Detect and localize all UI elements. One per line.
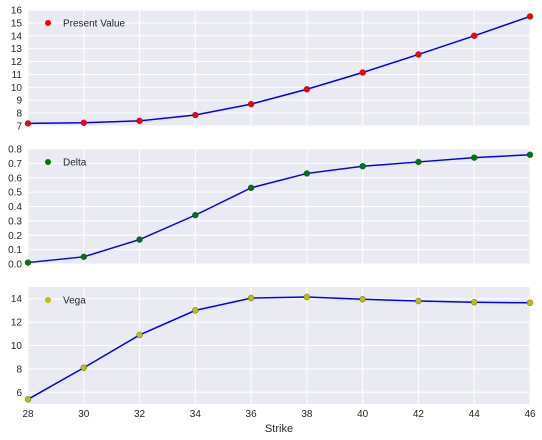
data-point [247,294,255,302]
x-tick-label: 36 [246,409,258,420]
y-tick-label: 16 [11,6,23,17]
data-point [471,299,478,306]
data-point [24,259,32,266]
data-point [303,86,311,93]
y-tick-label: 13 [11,44,23,55]
data-point [80,119,87,126]
data-point [136,331,143,339]
y-tick-label: 0.1 [8,245,22,256]
y-tick-label: 15 [11,18,23,29]
y-tick-label: 0.6 [8,173,22,184]
x-tick-label: 34 [190,409,202,420]
data-point [247,100,255,108]
data-point [415,51,422,58]
y-tick-label: 7 [16,122,22,133]
series-line [27,15,531,125]
legend-marker [45,159,51,165]
y-tick-label: 14 [11,294,23,305]
y-tick-label: 0.3 [8,216,22,227]
x-tick-label: 30 [78,409,90,420]
data-point [526,299,534,306]
y-tick-label: 10 [11,341,23,352]
data-point [24,120,32,127]
chart-panel-2: 0.8 0.7 0.6 0.5 0.4 0.3 0.2 0.1 0.0 Delta [8,145,534,271]
y-tick-label: 6 [16,388,22,399]
data-point [303,293,311,301]
data-point [24,396,32,403]
y-tick-label: 9 [16,96,22,107]
data-point [136,117,143,124]
y-tick-label: 12 [11,57,23,68]
data-point [359,163,366,170]
chart-panel-3: 14 12 10 8 6 Vega 28 30 32 34 36 38 40 42 44 46 Strike [11,287,536,435]
data-point [415,158,422,166]
data-point [303,170,311,177]
plot-area [28,10,530,126]
data-point [80,253,87,260]
y-tick-label: 0.2 [8,231,22,242]
x-axis-label: Strike [265,423,293,435]
y-tick-label: 0.0 [8,260,22,271]
x-tick-label: 32 [134,409,146,420]
y-tick-label: 0.7 [8,159,22,170]
y-tick-label: 8 [16,109,22,120]
y-tick-label: 8 [16,364,22,375]
data-point [136,236,143,243]
data-point [526,13,534,20]
data-point [471,154,478,161]
y-tick-label: 0.5 [8,188,22,199]
x-tick-label: 28 [22,409,34,420]
data-point [359,69,366,76]
series-line [27,296,531,400]
x-tick-label: 40 [357,409,369,420]
x-tick-label: 44 [469,409,481,420]
data-point [471,32,478,39]
x-tick-label: 46 [524,409,536,420]
data-point [192,111,199,119]
data-point [80,364,87,371]
x-tick-label: 42 [413,409,425,420]
y-tick-label: 11 [12,70,23,81]
y-tick-label: 0.8 [8,145,22,156]
data-point [192,307,199,314]
legend-label: Present Value [63,19,126,30]
y-tick-label: 14 [11,31,23,42]
series-line [27,154,531,264]
y-tick-label: 10 [11,83,23,94]
data-point [192,211,199,219]
data-point [526,151,534,158]
legend-marker [45,20,51,26]
y-tick-label: 12 [11,318,23,329]
y-tick-label: 0.4 [8,202,22,213]
data-point [359,296,366,303]
legend-marker [45,297,51,303]
data-point [415,297,422,305]
data-point [247,184,255,191]
legend-label: Vega [63,296,86,307]
x-tick-label: 38 [301,409,313,420]
legend-label: Delta [63,158,87,169]
